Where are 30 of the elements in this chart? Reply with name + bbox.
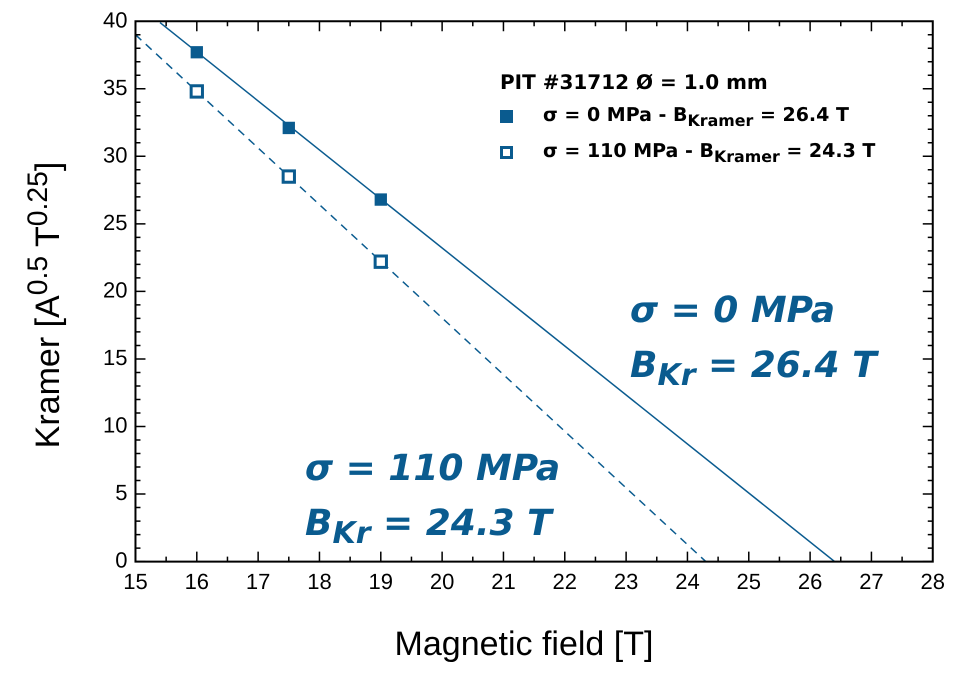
annotation: σ = 110 MPa [305,448,560,489]
y-tick-label: 25 [102,210,128,235]
x-tick-label: 19 [368,568,394,594]
x-tick-label: 18 [307,568,332,594]
x-tick-label: 17 [246,568,270,594]
x-tick-label: 27 [859,568,884,594]
y-tick-label: 30 [102,142,128,168]
y-tick-label: 35 [102,74,128,100]
x-tick-label: 20 [430,568,454,594]
y-tick-label: 0 [115,548,128,573]
legend-title: PIT #31712 Ø = 1.0 mm [500,70,769,94]
legend-label: σ = 0 MPa - B$_{Kramer}$ = 26.4 T [543,104,849,130]
annotation: B$_{Kr}$ = 26.4 T [630,345,877,394]
y-tick-label: 20 [102,277,128,302]
annotation: σ = 0 MPa [630,290,836,331]
x-axis-title: Magnetic field [T] [394,625,654,663]
x-tick-label: 23 [614,568,638,594]
legend-label: σ = 110 MPa - B$_{Kramer}$ = 24.3 T [543,140,876,166]
y-tick-label: 10 [102,412,128,438]
x-tick-label: 26 [798,568,822,594]
x-tick-label: 28 [920,568,946,594]
y-tick-label: 5 [115,480,128,506]
y-tick-label: 40 [102,7,128,32]
x-tick-label: 16 [184,568,210,594]
x-tick-label: 21 [491,568,516,594]
x-tick-label: 25 [736,568,762,594]
annotation: B$_{Kr}$ = 24.3 T [305,503,552,552]
x-tick-label: 24 [675,568,700,594]
x-tick-label: 22 [552,568,578,594]
y-tick-label: 15 [102,345,128,370]
